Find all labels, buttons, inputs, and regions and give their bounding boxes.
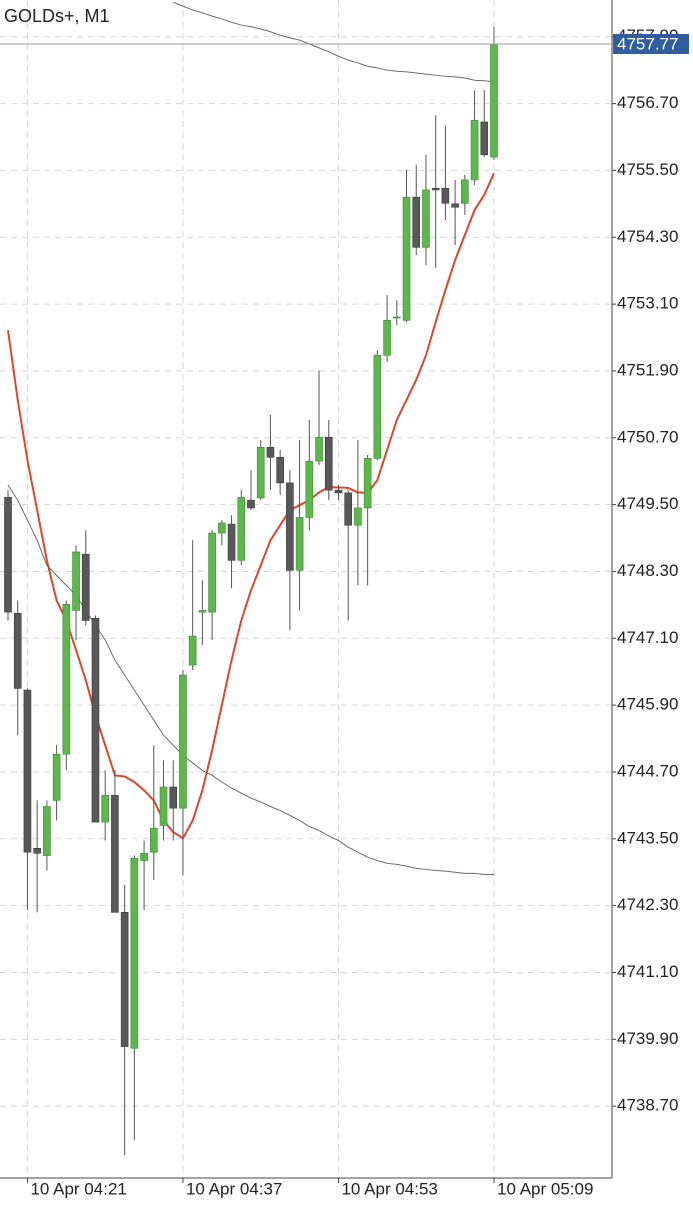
candle-body xyxy=(208,532,216,613)
y-tick-label: 4745.90 xyxy=(617,695,678,714)
candle-body xyxy=(111,795,119,913)
y-tick-label: 4753.10 xyxy=(617,294,678,313)
y-tick-label: 4744.70 xyxy=(617,761,678,780)
y-tick-label: 4747.10 xyxy=(617,628,678,647)
y-tick-label: 4756.70 xyxy=(617,93,678,112)
candle-body xyxy=(392,316,401,319)
candle-body xyxy=(451,203,459,208)
candle-body xyxy=(363,458,372,509)
axes: 4757.904756.704755.504754.304753.104751.… xyxy=(0,26,689,1198)
moving-average-line xyxy=(173,1,495,83)
y-tick-label: 4738.70 xyxy=(617,1096,678,1115)
candle-body xyxy=(169,786,178,809)
candle-body xyxy=(431,187,440,191)
candle-body xyxy=(198,610,207,613)
candle-body xyxy=(305,460,314,518)
candle-body xyxy=(227,523,236,561)
candle-body xyxy=(354,507,362,526)
x-tick-label: 10 Apr 04:53 xyxy=(341,1179,437,1198)
candle-body xyxy=(237,497,246,561)
y-tick-label: 4748.30 xyxy=(617,561,678,580)
candle-body xyxy=(402,196,411,321)
candle-body xyxy=(130,857,139,1049)
candle-body xyxy=(159,786,168,826)
candle-body xyxy=(72,551,80,611)
candle-body xyxy=(179,674,187,809)
current-price-box xyxy=(613,34,689,55)
candle-body xyxy=(33,847,41,854)
candle-body xyxy=(150,827,158,853)
y-tick-label: 4742.30 xyxy=(617,895,678,914)
current-price-label: 4757.77 xyxy=(617,34,678,53)
x-tick-label: 10 Apr 05:09 xyxy=(497,1179,593,1198)
candle-body xyxy=(81,553,90,621)
candle-body xyxy=(344,492,353,526)
x-tick-label: 10 Apr 04:37 xyxy=(186,1179,282,1198)
candles xyxy=(4,26,498,1156)
candle-body xyxy=(412,196,421,248)
y-tick-label: 4749.50 xyxy=(617,494,678,513)
y-tick-label: 4750.70 xyxy=(617,427,678,446)
candle-body xyxy=(120,912,129,1047)
y-tick-label: 4751.90 xyxy=(617,360,678,379)
candle-body xyxy=(91,617,100,823)
candle-body xyxy=(62,604,71,755)
candle-body xyxy=(470,120,479,181)
y-tick-label: 4755.50 xyxy=(617,160,678,179)
candle-body xyxy=(256,446,265,499)
x-tick-label: 10 Apr 04:21 xyxy=(30,1179,126,1198)
candle-body xyxy=(480,121,489,156)
candle-body xyxy=(266,446,275,458)
candle-body xyxy=(188,635,197,666)
candle-body xyxy=(43,806,51,856)
candle-body xyxy=(422,189,430,248)
candle-body xyxy=(286,482,294,571)
candle-body xyxy=(276,456,284,484)
candle-body xyxy=(23,689,32,853)
candle-body xyxy=(13,612,22,689)
chart-title: GOLDs+, M1 xyxy=(4,6,110,26)
candle-body xyxy=(373,355,382,459)
y-tick-label: 4739.90 xyxy=(617,1029,678,1048)
moving-average-line xyxy=(7,172,495,840)
candle-body xyxy=(334,489,343,494)
y-tick-label: 4743.50 xyxy=(617,828,678,847)
y-tick-label: 4754.30 xyxy=(617,227,678,246)
candle-body xyxy=(218,522,226,534)
candle-body xyxy=(295,517,304,571)
candle-body xyxy=(441,187,450,204)
candle-body xyxy=(140,852,148,861)
candle-body xyxy=(52,753,61,801)
candle-body xyxy=(461,179,469,204)
candle-body xyxy=(4,497,12,613)
y-tick-label: 4741.10 xyxy=(617,962,678,981)
candle-body xyxy=(247,499,255,509)
candle-body xyxy=(383,319,391,356)
candle-body xyxy=(490,43,498,158)
grid xyxy=(0,0,612,1178)
candle-body xyxy=(315,436,323,462)
candle-body xyxy=(324,436,333,491)
candle-body xyxy=(101,795,109,823)
